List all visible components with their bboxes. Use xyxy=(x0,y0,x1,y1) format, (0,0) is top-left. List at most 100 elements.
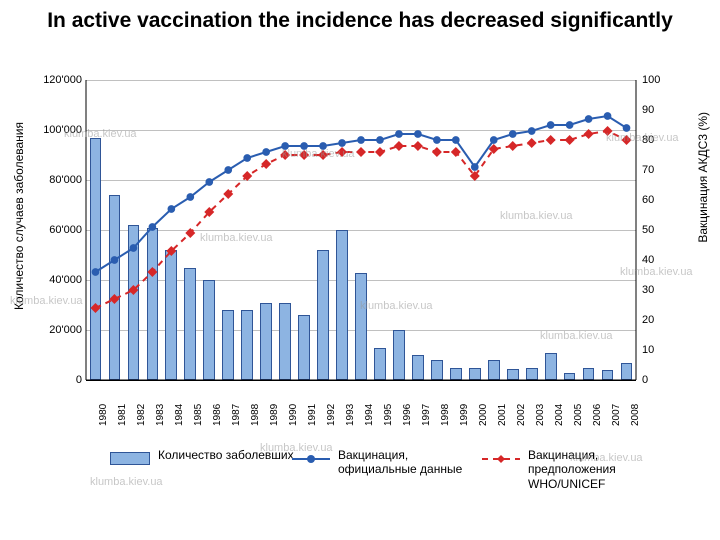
x-tick: 1999 xyxy=(459,404,470,426)
marker-diamond xyxy=(432,147,442,157)
page-title: In active vaccination the incidence has … xyxy=(0,8,720,33)
marker-circle xyxy=(300,142,308,150)
x-tick: 1981 xyxy=(117,404,128,426)
y-right-tick: 60 xyxy=(642,194,686,206)
x-tick: 1980 xyxy=(98,404,109,426)
legend-swatch-who xyxy=(480,452,522,466)
y-right-tick: 10 xyxy=(642,344,686,356)
y-left-tick: 20'000 xyxy=(36,324,82,336)
marker-circle xyxy=(357,136,365,144)
x-tick: 1985 xyxy=(193,404,204,426)
marker-diamond xyxy=(109,294,119,304)
x-tick: 2006 xyxy=(592,404,603,426)
y-right-tick: 50 xyxy=(642,224,686,236)
legend-swatch-bar xyxy=(110,452,150,465)
y-axis-right-label: Вакцинация АКДС3 (%) xyxy=(696,112,710,243)
marker-circle xyxy=(149,223,157,231)
x-tick: 1982 xyxy=(136,404,147,426)
legend-label-who: Вакцинация, предположения WHO/UNICEF xyxy=(528,448,670,491)
marker-circle xyxy=(92,268,100,276)
marker-diamond xyxy=(546,135,556,145)
x-tick: 1987 xyxy=(231,404,242,426)
y-axis-left-label: Количество случаев заболевания xyxy=(12,122,26,310)
x-tick: 1998 xyxy=(440,404,451,426)
marker-circle xyxy=(224,166,232,174)
marker-diamond xyxy=(318,150,328,160)
marker-circle xyxy=(433,136,441,144)
y-left-tick: 40'000 xyxy=(36,274,82,286)
y-right-tick: 100 xyxy=(642,74,686,86)
y-right-tick: 30 xyxy=(642,284,686,296)
marker-circle xyxy=(585,115,593,123)
marker-circle xyxy=(623,124,631,132)
marker-circle xyxy=(414,130,422,138)
y-left-tick: 120'000 xyxy=(36,74,82,86)
page: In active vaccination the incidence has … xyxy=(0,0,720,540)
chart: Количество случаев заболевания Вакцинаци… xyxy=(30,72,690,502)
marker-circle xyxy=(186,193,194,201)
marker-diamond xyxy=(584,129,594,139)
marker-circle xyxy=(452,136,460,144)
marker-circle xyxy=(205,178,213,186)
y-right-tick: 70 xyxy=(642,164,686,176)
x-tick: 1983 xyxy=(155,404,166,426)
marker-circle xyxy=(262,148,270,156)
marker-diamond xyxy=(508,141,518,151)
marker-diamond xyxy=(299,150,309,160)
marker-diamond xyxy=(527,138,537,148)
marker-circle xyxy=(338,139,346,147)
marker-diamond xyxy=(337,147,347,157)
marker-diamond xyxy=(375,147,385,157)
marker-diamond xyxy=(185,228,195,238)
marker-diamond xyxy=(280,150,290,160)
legend-label-official: Вакцинация, официальные данные xyxy=(338,448,480,477)
x-tick: 2008 xyxy=(630,404,641,426)
marker-diamond xyxy=(356,147,366,157)
marker-circle xyxy=(167,205,175,213)
y-left-tick: 60'000 xyxy=(36,224,82,236)
marker-diamond xyxy=(603,126,613,136)
marker-diamond xyxy=(261,159,271,169)
marker-circle xyxy=(319,142,327,150)
y-right-tick: 0 xyxy=(642,374,686,386)
marker-circle xyxy=(528,127,536,135)
x-tick: 2004 xyxy=(554,404,565,426)
x-tick: 1995 xyxy=(383,404,394,426)
y-left-tick: 0 xyxy=(36,374,82,386)
x-tick: 1992 xyxy=(326,404,337,426)
line xyxy=(95,131,626,308)
x-tick: 1997 xyxy=(421,404,432,426)
x-tick: 1984 xyxy=(174,404,185,426)
marker-diamond xyxy=(394,141,404,151)
x-tick: 2002 xyxy=(516,404,527,426)
x-tick: 1996 xyxy=(402,404,413,426)
x-tick: 2005 xyxy=(573,404,584,426)
y-right-tick: 90 xyxy=(642,104,686,116)
x-tick: 1993 xyxy=(345,404,356,426)
marker-circle xyxy=(490,136,498,144)
marker-diamond xyxy=(413,141,423,151)
x-tick: 2001 xyxy=(497,404,508,426)
marker-circle xyxy=(111,256,119,264)
legend-label-bars: Количество заболевших xyxy=(158,448,294,462)
marker-diamond xyxy=(147,267,157,277)
y-left-tick: 80'000 xyxy=(36,174,82,186)
marker-circle xyxy=(395,130,403,138)
marker-circle xyxy=(376,136,384,144)
x-tick: 2007 xyxy=(611,404,622,426)
marker-circle xyxy=(547,121,555,129)
line-series xyxy=(86,80,636,380)
x-tick: 2000 xyxy=(478,404,489,426)
x-tick: 2003 xyxy=(535,404,546,426)
marker-circle xyxy=(130,244,138,252)
marker-circle xyxy=(566,121,574,129)
x-tick: 1986 xyxy=(212,404,223,426)
x-tick: 1989 xyxy=(269,404,280,426)
marker-diamond xyxy=(451,147,461,157)
plot-area xyxy=(86,80,636,380)
y-right-tick: 80 xyxy=(642,134,686,146)
marker-circle xyxy=(509,130,517,138)
x-tick: 1990 xyxy=(288,404,299,426)
x-tick: 1994 xyxy=(364,404,375,426)
legend-swatch-official xyxy=(290,452,332,466)
